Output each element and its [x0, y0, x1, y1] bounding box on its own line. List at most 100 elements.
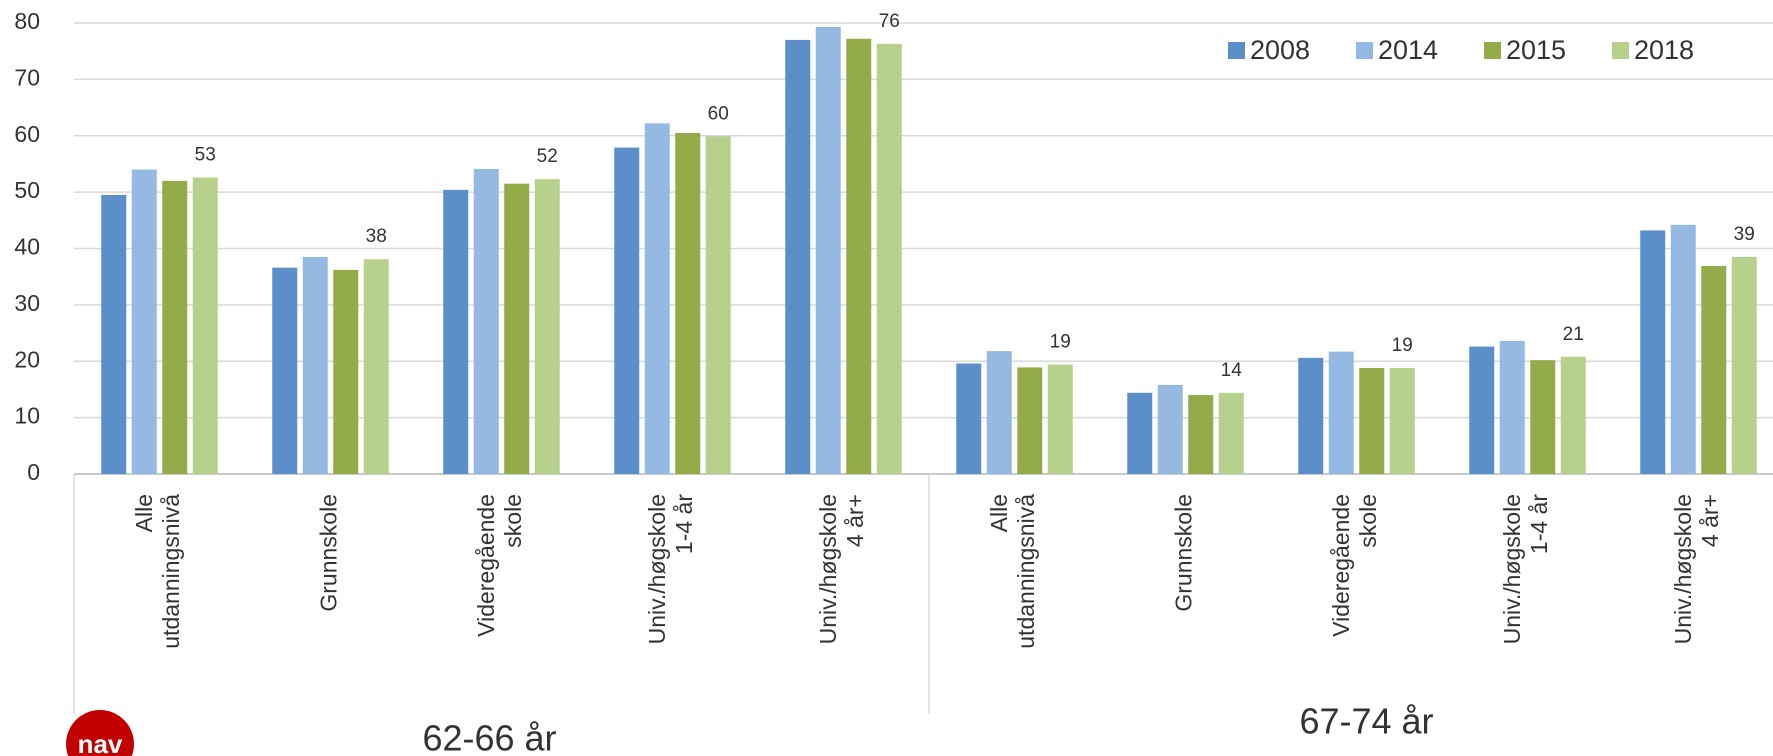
x-tick-label: Univ./høgskole4 år+ [815, 494, 868, 644]
group-label: 62-66 år [422, 718, 556, 756]
x-tick-label-line: 1-4 år [671, 494, 697, 554]
y-tick-label: 80 [14, 8, 40, 34]
bar [785, 39, 811, 474]
bar [192, 177, 218, 474]
bar [1218, 392, 1244, 474]
bar [1499, 340, 1525, 474]
bar [1017, 367, 1043, 474]
x-tick-label: Grunnskole [316, 494, 342, 612]
bar [101, 194, 127, 474]
x-tick-label-line: Alle [131, 494, 157, 532]
bar [1157, 384, 1183, 474]
bar [162, 180, 188, 474]
data-label: 21 [1563, 324, 1584, 345]
bar [504, 183, 530, 474]
x-tick-label-line: Univ./høgskole [815, 494, 841, 644]
bar [1298, 357, 1324, 474]
bar [614, 147, 640, 474]
x-tick-label: Grunnskole [1171, 494, 1197, 612]
y-tick-label: 50 [14, 177, 40, 203]
x-tick-label-line: 4 år+ [1697, 494, 1723, 547]
bar [473, 169, 499, 475]
logo-circle [66, 710, 134, 756]
x-tick-label-line: Alle [986, 494, 1012, 532]
y-tick-label: 30 [14, 290, 40, 316]
legend-label: 2014 [1378, 35, 1438, 65]
y-tick-label: 60 [14, 121, 40, 147]
legend-label: 2008 [1250, 35, 1310, 65]
y-tick-label: 0 [27, 459, 40, 485]
x-tick-label-line: Univ./høgskole [1670, 494, 1696, 644]
y-tick-label: 10 [14, 403, 40, 429]
bar [333, 269, 359, 474]
legend-label: 2018 [1634, 35, 1694, 65]
bar [1640, 230, 1666, 474]
legend-label: 2015 [1506, 35, 1566, 65]
data-label: 38 [366, 226, 387, 247]
y-tick-label: 20 [14, 346, 40, 372]
bar [1560, 356, 1586, 474]
bar [131, 169, 157, 474]
bar [443, 189, 469, 474]
bar [1389, 368, 1415, 474]
x-tick-label-line: Videregående [1328, 494, 1354, 637]
logo: nav [78, 729, 123, 756]
x-tick-label-line: Univ./høgskole [1499, 494, 1525, 644]
x-tick-label: Univ./høgskole1-4 år [1499, 494, 1552, 645]
group-label: 67-74 år [1299, 701, 1433, 742]
bar [1731, 256, 1757, 474]
bar [363, 259, 389, 474]
bar [986, 351, 1012, 474]
bar [1047, 364, 1073, 474]
x-tick-label: Univ./høgskole1-4 år [644, 494, 697, 645]
x-tick-label: Videregåendeskole [1328, 494, 1381, 637]
legend-swatch [1612, 42, 1629, 59]
legend-swatch [1484, 42, 1501, 59]
x-tick-label-line: Grunnskole [1171, 494, 1197, 612]
bar [1127, 392, 1153, 474]
x-tick-label-line: 4 år+ [842, 494, 868, 547]
data-label: 39 [1734, 224, 1755, 245]
x-tick-label: Videregåendeskole [473, 494, 526, 637]
bar [1359, 368, 1385, 474]
bar [705, 136, 731, 474]
bar [846, 38, 872, 474]
data-label: 19 [1392, 335, 1413, 356]
bar [272, 267, 298, 474]
y-tick-label: 40 [14, 234, 40, 260]
bar [644, 123, 670, 474]
data-label: 76 [879, 11, 900, 32]
bar [534, 179, 560, 474]
x-tick-label-line: Univ./høgskole [644, 494, 670, 644]
bar [815, 26, 841, 474]
data-label: 60 [708, 103, 729, 124]
bar [1328, 351, 1354, 474]
data-label: 53 [195, 144, 216, 165]
bar [876, 43, 902, 474]
legend-swatch [1356, 42, 1373, 59]
bar [675, 132, 701, 474]
x-tick-label: Univ./høgskole4 år+ [1670, 494, 1723, 644]
bar [302, 256, 328, 474]
data-label: 52 [537, 146, 558, 167]
data-label: 19 [1050, 332, 1071, 353]
x-tick-label-line: skole [1355, 494, 1381, 548]
x-tick-label-line: utdanningsnivå [158, 494, 184, 649]
y-tick-label: 70 [14, 64, 40, 90]
x-tick-label-line: skole [500, 494, 526, 548]
x-tick-label: Alleutdanningsnivå [131, 494, 184, 649]
bar [1188, 395, 1214, 474]
bar [1670, 224, 1696, 474]
x-tick-label-line: utdanningsnivå [1013, 494, 1039, 649]
bar [956, 363, 982, 474]
x-tick-label-line: Videregående [473, 494, 499, 637]
x-tick-label: Alleutdanningsnivå [986, 494, 1039, 649]
bar [1530, 360, 1556, 474]
bar [1469, 346, 1495, 474]
x-tick-label-line: 1-4 år [1526, 494, 1552, 554]
bar [1701, 265, 1727, 474]
data-label: 14 [1221, 360, 1243, 381]
x-tick-label-line: Grunnskole [316, 494, 342, 612]
